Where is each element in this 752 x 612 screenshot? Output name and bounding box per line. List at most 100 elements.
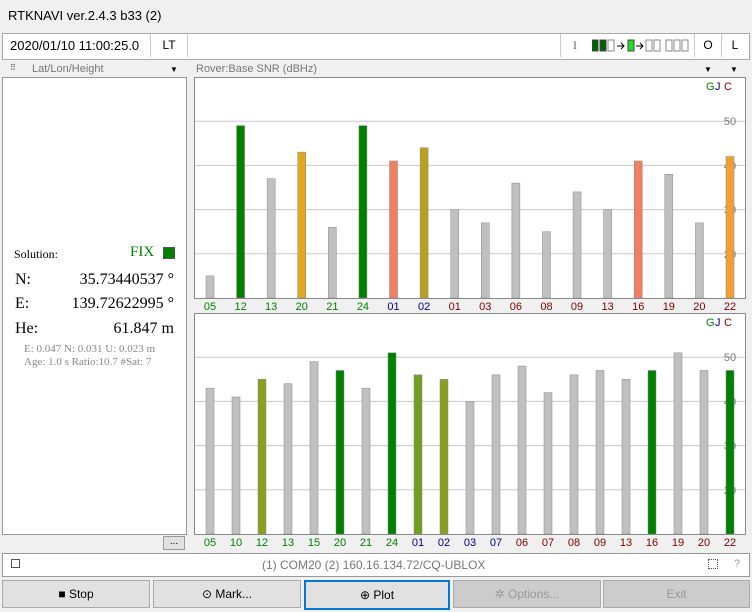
log-stream-button[interactable]: L — [721, 34, 748, 57]
solution-status: FIX — [130, 244, 155, 260]
snr-bar — [517, 365, 527, 535]
n-value: 35.73440537 ° — [79, 271, 174, 288]
time-mode-button[interactable]: LT — [150, 34, 188, 57]
mark-button[interactable]: ⊙ Mark... — [153, 580, 301, 608]
y-tick-label: 50 — [724, 116, 736, 128]
snr-bar — [283, 383, 293, 535]
snr-bar — [389, 160, 398, 299]
snr-bar — [309, 361, 319, 535]
window-resize-icon[interactable] — [708, 559, 718, 569]
x-tick-label: 07 — [542, 537, 554, 549]
x-tick-label: 21 — [326, 301, 338, 310]
x-tick-label: 06 — [510, 301, 522, 310]
x-tick-label: 13 — [265, 301, 277, 310]
plot-area — [194, 77, 746, 299]
x-tick-label: 09 — [571, 301, 583, 310]
x-tick-label: 19 — [663, 301, 675, 310]
snr-bar — [297, 151, 307, 299]
x-tick-label: 08 — [540, 301, 552, 310]
x-tick-label: 03 — [479, 301, 491, 310]
snr-bar — [511, 182, 521, 299]
snr-bar — [603, 209, 612, 299]
snr-bar — [257, 379, 267, 535]
x-tick-label: 02 — [438, 537, 450, 549]
snr-bar — [481, 222, 490, 299]
snr-bar — [543, 392, 553, 535]
more-button[interactable]: ... — [163, 536, 185, 550]
legend-J: J — [715, 81, 721, 93]
snr-bar — [725, 156, 735, 299]
height-label: He: — [15, 320, 39, 337]
snr-bar — [465, 401, 475, 535]
x-tick-label: 24 — [386, 537, 398, 549]
x-tick-label: 13 — [602, 301, 614, 310]
stop-icon: ■ — [58, 587, 66, 601]
x-tick-label: 20 — [693, 301, 705, 310]
chevron-down-icon[interactable]: ▼ — [170, 65, 178, 74]
snr-bar — [419, 147, 429, 299]
x-tick-label: 13 — [620, 537, 632, 549]
plot-button[interactable]: ⊕ Plot — [304, 580, 450, 610]
snr-bar — [699, 370, 709, 535]
x-tick-label: 07 — [490, 537, 502, 549]
x-tick-label: 06 — [516, 537, 528, 549]
x-tick-label: 24 — [357, 301, 369, 310]
plot-icon: ⊕ — [359, 588, 371, 602]
x-tick-label: 13 — [282, 537, 294, 549]
help-button[interactable]: ? — [734, 558, 741, 570]
x-tick-label: 01 — [412, 537, 424, 549]
chevron-down-icon[interactable]: ▼ — [730, 65, 738, 74]
x-tick-label: 05 — [204, 537, 216, 549]
x-tick-label: 16 — [632, 301, 644, 310]
x-tick-label: 15 — [308, 537, 320, 549]
snr-bar — [572, 191, 582, 299]
rover-snr-chart: 2030405005121320212401020103060809131619… — [194, 77, 746, 310]
output-stream-button[interactable]: O — [694, 34, 721, 57]
stream-status-indicator — [591, 39, 692, 56]
panel-menu-icon[interactable]: ⠿ — [10, 63, 16, 72]
snr-bar — [695, 222, 704, 299]
snr-bar — [266, 178, 276, 299]
exit-button[interactable]: Exit — [603, 580, 750, 608]
x-tick-label: 16 — [646, 537, 658, 549]
snr-bar — [361, 387, 371, 535]
snr-bar — [542, 231, 551, 299]
legend-C: C — [724, 81, 732, 93]
stream-status-text: (1) COM20 (2) 160.16.134.72/CQ-UBLOX — [262, 558, 486, 572]
solution-label: Solution: — [14, 247, 59, 261]
status-indicator-icon — [163, 247, 175, 259]
legend-G: G — [706, 81, 715, 93]
snr-bar — [205, 387, 215, 535]
x-tick-label: 22 — [724, 301, 736, 310]
input-stream-button[interactable]: I — [560, 34, 589, 57]
mark-icon: ⊙ — [201, 587, 213, 601]
options-button[interactable]: ✲ Options... — [453, 580, 601, 608]
snr-bar — [328, 227, 337, 299]
x-tick-label: 20 — [334, 537, 346, 549]
left-panel-selector[interactable]: Lat/Lon/Height — [32, 63, 104, 75]
stop-button[interactable]: ■ Stop — [2, 580, 150, 608]
x-tick-label: 22 — [724, 537, 736, 549]
x-tick-label: 08 — [568, 537, 580, 549]
status-bar — [2, 553, 750, 577]
window-title: RTKNAVI ver.2.4.3 b33 (2) — [8, 8, 162, 23]
x-tick-label: 20 — [296, 301, 308, 310]
x-tick-label: 10 — [230, 537, 242, 549]
n-label: N: — [15, 271, 31, 288]
checkbox-icon[interactable] — [11, 559, 20, 568]
x-tick-label: 03 — [464, 537, 476, 549]
snr-bar — [236, 125, 245, 299]
toolbar — [2, 33, 750, 60]
snr-bar — [595, 370, 605, 535]
chevron-down-icon[interactable]: ▼ — [704, 65, 712, 74]
x-tick-label: 20 — [698, 537, 710, 549]
snr-bar — [450, 209, 459, 299]
snr-bar — [358, 125, 368, 299]
plot-type-selector[interactable]: Rover:Base SNR (dBHz) — [196, 63, 318, 75]
y-tick-label: 50 — [724, 352, 736, 364]
snr-bar — [569, 374, 579, 535]
x-tick-label: 02 — [418, 301, 430, 310]
legend-J: J — [715, 317, 721, 329]
e-value: 139.72622995 ° — [71, 295, 174, 312]
legend-G: G — [706, 317, 715, 329]
